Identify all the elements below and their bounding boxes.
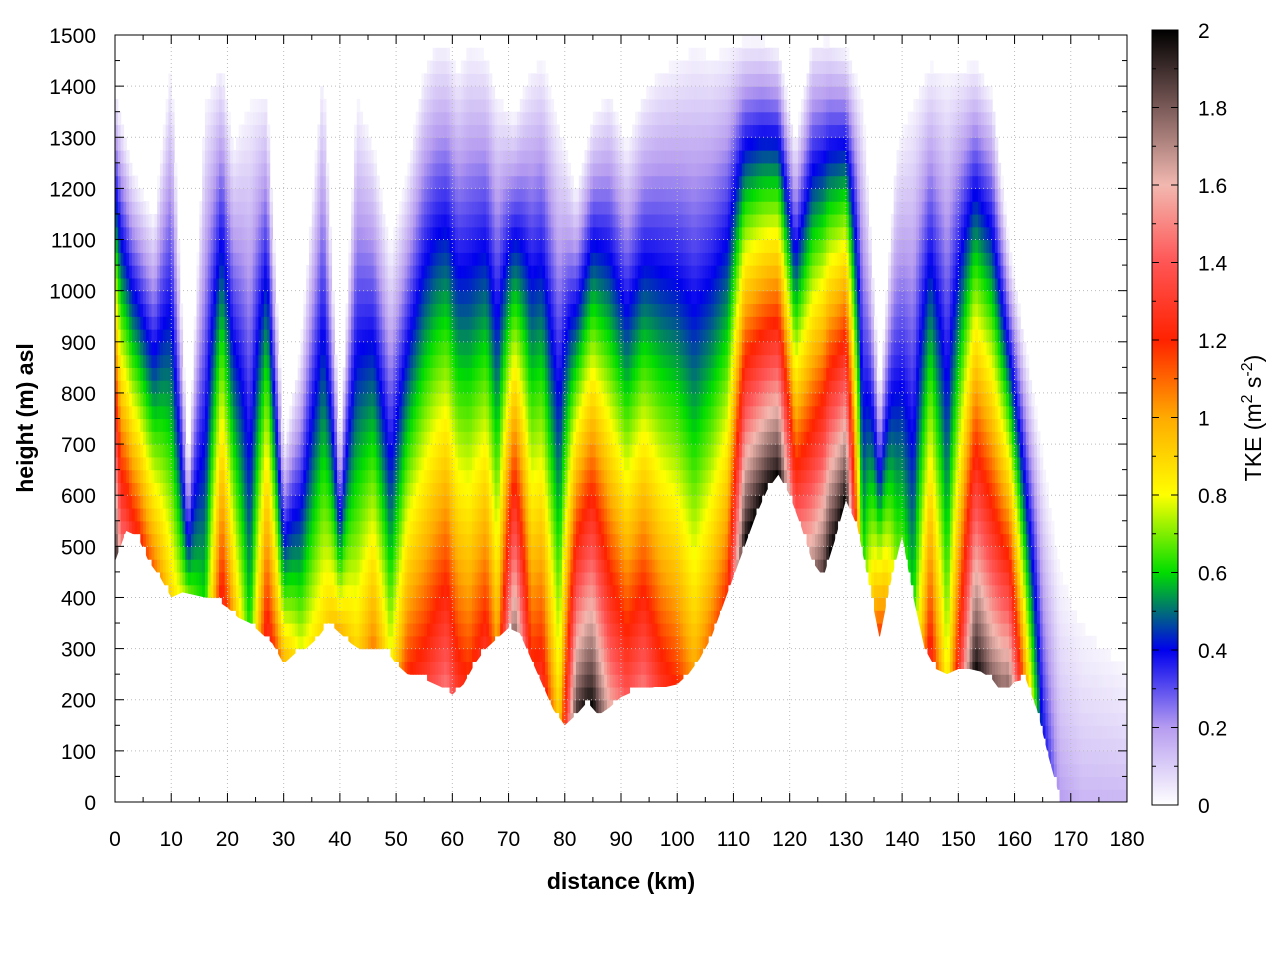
y-tick-label: 100 [61, 741, 96, 764]
x-tick-label: 40 [328, 828, 351, 851]
colorbar-tick-label: 1.8 [1198, 98, 1227, 121]
colorbar-tick-label: 1.6 [1198, 175, 1227, 198]
x-axis-label: distance (km) [547, 868, 695, 894]
x-tick-label: 60 [441, 828, 464, 851]
colorbar-tick-label: 0.8 [1198, 485, 1227, 508]
x-tick-label: 180 [1109, 828, 1144, 851]
y-tick-label: 1200 [49, 178, 96, 201]
y-tick-label: 700 [61, 434, 96, 457]
colorbar-tick-label: 2 [1198, 20, 1210, 43]
y-tick-label: 1100 [51, 230, 96, 253]
y-tick-label: 200 [61, 690, 96, 713]
colorbar-tick-label: 1.4 [1198, 253, 1228, 276]
x-tick-label: 0 [109, 828, 121, 851]
x-tick-label: 20 [216, 828, 239, 851]
tke-field [115, 35, 1127, 802]
x-tick-label: 80 [553, 828, 576, 851]
x-tick-label: 110 [717, 828, 750, 851]
y-tick-label: 1400 [49, 76, 96, 99]
terrain-mask [115, 474, 1060, 802]
colorbar-tick-label: 0.4 [1198, 640, 1228, 663]
x-tick-label: 140 [885, 828, 920, 851]
x-tick-label: 30 [272, 828, 295, 851]
y-tick-label: 500 [61, 536, 96, 559]
colorbar-tick-label: 1.2 [1198, 330, 1227, 353]
colorbar-tick-label: 1 [1198, 408, 1210, 431]
axis-ticks [114, 34, 1128, 803]
y-tick-label: 800 [61, 383, 96, 406]
y-tick-label: 1500 [49, 25, 96, 48]
x-tick-label: 100 [660, 828, 695, 851]
y-tick-label: 400 [61, 587, 96, 610]
x-tick-label: 170 [1053, 828, 1088, 851]
y-tick-label: 0 [84, 792, 96, 815]
x-tick-label: 70 [497, 828, 520, 851]
x-tick-label: 120 [772, 828, 807, 851]
grid-lines [115, 35, 1127, 802]
x-tick-label: 10 [160, 828, 183, 851]
x-tick-label: 150 [941, 828, 976, 851]
x-tick-label: 50 [384, 828, 407, 851]
colorbar-tick-label: 0.6 [1198, 563, 1227, 586]
y-tick-label: 900 [61, 332, 96, 355]
y-tick-label: 1000 [49, 281, 96, 304]
colorbar-tick-label: 0 [1198, 795, 1210, 818]
x-tick-label: 160 [997, 828, 1032, 851]
x-tick-labels: 0 10 20 30 40 50 60 70 80 90 100 110 120 130 140 150 160… [109, 828, 1144, 851]
y-tick-label: 600 [61, 485, 96, 508]
x-tick-label: 130 [828, 828, 863, 851]
colorbar-tick-label: 0.2 [1198, 718, 1227, 741]
y-tick-labels: 0 100 200 300 400 500 600 700 800 900 1000 1100 1200… [49, 25, 96, 815]
y-tick-label: 300 [61, 639, 96, 662]
y-tick-label: 1300 [49, 127, 96, 150]
y-axis-label: height (m) asl [12, 343, 38, 493]
colorbar-ticks: 0 0.2 0.4 0.6 0.8 1 1.2 1.4 1.6 1.8 2 [1152, 20, 1228, 818]
colorbar-label: TKE (m2 s-2) [1239, 355, 1266, 482]
x-tick-label: 90 [609, 828, 632, 851]
